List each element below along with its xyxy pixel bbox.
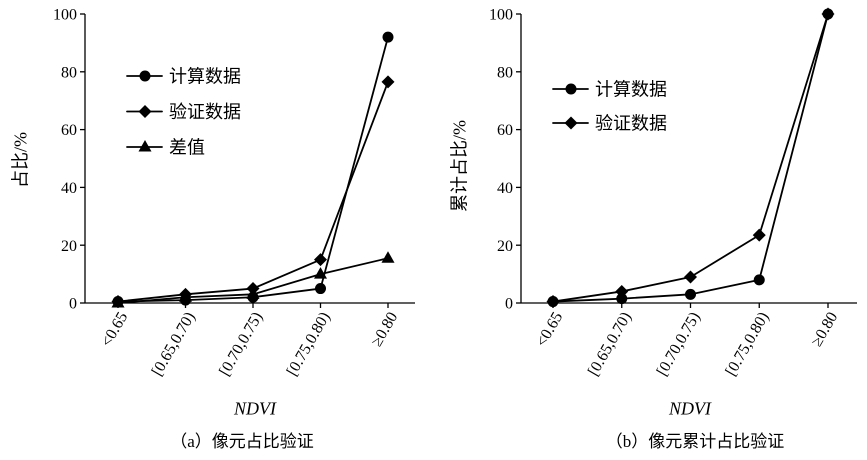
y-tick-label: 0 [505,296,513,313]
x-tick-label: [0.70,0.75) [216,309,266,379]
y-tick-label: 100 [489,7,513,24]
chart-a: 0 20 40 60 80 100 <0.65 [0.65,0.70) [0.70,0.75) [… [10,7,415,451]
x-tick-label: <0.65 [533,309,566,350]
y-tick-label: 60 [497,122,513,139]
x-axis-title: NDVI [668,398,712,418]
y-tick-label: 40 [61,180,77,197]
chart-b: 0 20 40 60 80 100 <0.65 [0.65,0.70) [0.70,0.75) [… [449,7,857,451]
data-point-validation-data [546,295,560,309]
legend-label-validation-data: 验证数据 [595,113,667,133]
data-point-computed-data [616,293,628,305]
y-tick-label: 100 [53,7,77,24]
legend-marker-validation-data [138,105,152,118]
x-tick-label: ≥0.80 [808,309,841,349]
figure-caption: （a）像元占比验证 [170,432,314,451]
legend-label-difference: 差值 [169,137,205,157]
data-point-validation-data [684,270,697,284]
x-tick-label: [0.65,0.70) [149,309,199,379]
y-axis-title: 占比/% [10,132,30,188]
data-point-computed-data [685,288,696,300]
figure-caption: （b）像元累计占比验证 [606,432,785,451]
legend-label-computed-data: 计算数据 [595,79,667,99]
y-tick-label: 80 [61,64,77,81]
y-tick-label: 0 [69,296,77,313]
x-tick-label: ≥0.80 [368,309,401,349]
x-tick-label: [0.75,0.80) [723,309,773,379]
data-point-validation-data [381,75,395,89]
legend-marker-computed-data [565,83,577,95]
data-point-validation-data [752,228,766,242]
series-line-computed-data [552,13,829,303]
data-point-validation-data [314,253,327,267]
legend-label-validation-data: 验证数据 [169,102,241,122]
legend-label-computed-data: 计算数据 [169,66,241,86]
series-line-validation-data [552,13,829,303]
x-tick-label: [0.70,0.75) [654,309,704,379]
y-tick-label: 20 [61,238,77,255]
data-point-computed-data [315,283,326,295]
x-tick-label: <0.65 [98,309,131,350]
data-point-difference [381,251,395,263]
data-point-difference [179,290,192,302]
y-tick-label: 20 [497,238,513,255]
data-point-computed-data [753,274,765,286]
data-point-difference [314,267,327,279]
data-point-difference [246,287,260,299]
legend-marker-validation-data [564,116,578,130]
legend-marker-difference [138,140,152,152]
data-point-validation-data [615,284,629,298]
x-axis-title: NDVI [233,398,277,418]
x-tick-label: [0.75,0.80) [284,309,334,379]
y-tick-label: 40 [497,180,513,197]
x-tick-label: [0.65,0.70) [585,309,635,379]
data-point-computed-data [382,31,394,43]
data-point-difference [111,296,125,308]
legend-marker-computed-data [139,70,151,82]
y-tick-label: 80 [497,64,513,81]
data-point-validation-data [821,7,835,21]
y-axis-title: 累计占比/% [449,120,469,212]
y-tick-label: 60 [61,122,77,139]
